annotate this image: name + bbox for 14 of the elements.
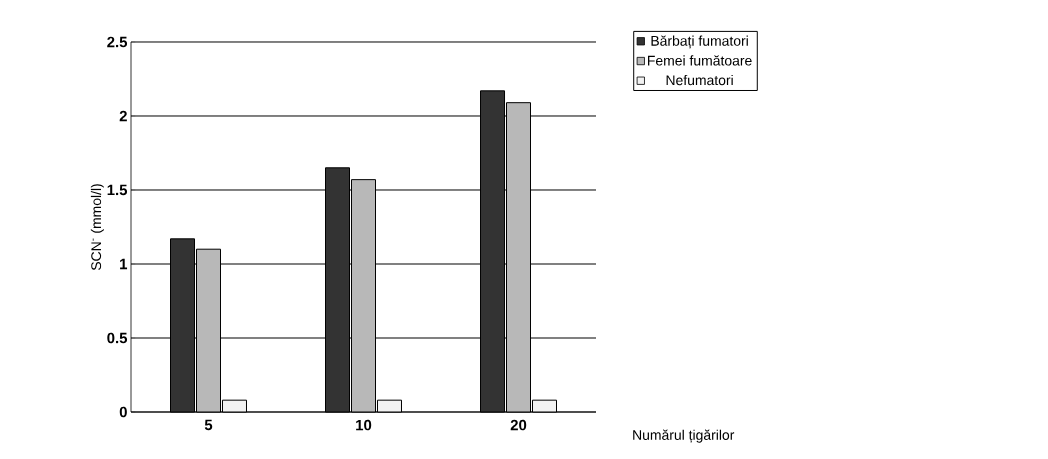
y-tick-label: 1.5 xyxy=(107,184,128,196)
y-tick-label: 2 xyxy=(119,110,127,122)
y-axis-title: SCN$^{-}$ (mmol/l) xyxy=(90,184,104,271)
x-tick-label: 10 xyxy=(356,419,372,431)
x-tick-label: 5 xyxy=(204,419,213,431)
x-axis-title: Numărul țigărilor xyxy=(633,429,735,443)
x-tick-label: 20 xyxy=(510,419,527,431)
y-tick-label: 2.5 xyxy=(107,36,128,48)
y-tick-label: 0 xyxy=(119,406,127,418)
legend-label: Femei fumătoare xyxy=(648,55,752,66)
legend-label: Bărbați fumatori xyxy=(651,35,748,49)
y-tick-label: 1 xyxy=(120,258,128,270)
legend-label: Nefumatori xyxy=(666,74,733,86)
y-tick-label: 0.5 xyxy=(107,332,128,344)
